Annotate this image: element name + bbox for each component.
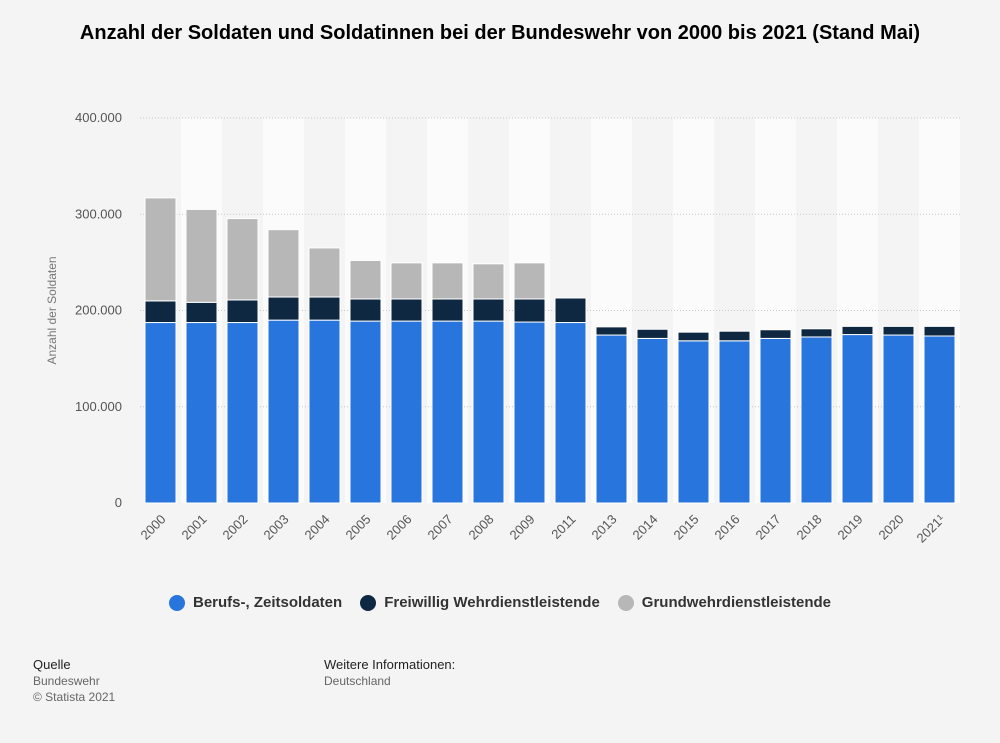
legend-swatch-grundwehrdienstleistende	[617, 594, 634, 611]
y-tick-label: 100.000	[75, 399, 122, 414]
bar-segment	[923, 335, 956, 504]
x-tick-label: 2021¹	[914, 511, 949, 546]
x-tick-label: 2004	[302, 512, 333, 543]
bar-segment	[759, 329, 792, 339]
x-tick-label: 2003	[261, 512, 292, 543]
bar-segment	[226, 218, 259, 301]
copyright[interactable]: © Statista 2021	[33, 690, 116, 704]
bar-segment	[554, 322, 587, 504]
bar-segment	[595, 334, 628, 504]
x-tick-label: 2015	[671, 512, 702, 543]
chart-title: Anzahl der Soldaten und Soldatinnen bei …	[79, 22, 921, 44]
bar-segment	[677, 340, 710, 504]
bar-segment	[923, 325, 956, 337]
x-tick-label: 2018	[794, 512, 825, 543]
legend-label: Freiwillig Wehrdienstleistende	[384, 594, 600, 611]
source-block: Quelle Bundeswehr © Statista 2021	[33, 657, 115, 705]
legend-item-grundwehrdienstleistende[interactable]: Grundwehrdienstleistende	[617, 594, 831, 611]
bar-segment	[472, 320, 505, 504]
bar-segment	[636, 337, 669, 504]
bar-segment	[308, 319, 341, 504]
bar-segment	[349, 320, 382, 504]
bar-segment	[841, 325, 874, 336]
bar-segment	[308, 247, 341, 298]
x-tick-label: 2006	[384, 512, 415, 543]
x-tick-label: 2005	[343, 512, 374, 543]
bar-segment	[308, 296, 341, 321]
bar-segment	[185, 322, 218, 504]
y-tick-label: 400.000	[75, 110, 122, 125]
stacked-bar-chart: 0 100.000 200.000 300.000 400.000 Anzahl der …	[45, 110, 960, 546]
bar-segment	[390, 262, 423, 300]
bar-segment	[226, 299, 259, 324]
bar-segment	[267, 319, 300, 504]
x-tick-label: 2008	[466, 512, 497, 543]
x-tick-label: 2000	[138, 512, 169, 543]
bar-segment	[390, 298, 423, 322]
bar-segment	[554, 297, 587, 324]
legend-item-berufs-zeitsoldaten[interactable]: Berufs-, Zeitsoldaten	[169, 594, 342, 611]
bar-segment	[718, 340, 751, 504]
bar-segment	[431, 262, 464, 300]
bar-segment	[513, 262, 546, 300]
y-tick-label: 200.000	[75, 303, 122, 318]
bar-segment	[759, 337, 792, 504]
bar-segment	[882, 334, 915, 504]
bar-segment	[513, 321, 546, 504]
bar-segment	[800, 328, 833, 338]
info-value: Deutschland	[324, 674, 391, 688]
x-tick-label: 2009	[507, 512, 538, 543]
bar-segment	[513, 298, 546, 323]
legend-label: Grundwehrdienstleistende	[641, 594, 831, 611]
bar-segment	[718, 330, 751, 342]
x-tick-label: 2011	[548, 512, 578, 542]
bar-segment	[431, 320, 464, 504]
x-tick-label: 2013	[589, 512, 620, 543]
x-tick-label: 2014	[630, 512, 661, 543]
bar-segment	[185, 301, 218, 324]
legend-label: Berufs-, Zeitsoldaten	[193, 594, 343, 611]
x-tick-label: 2007	[425, 512, 456, 543]
bar-segment	[267, 296, 300, 321]
info-block: Weitere Informationen: Deutschland	[324, 657, 455, 689]
bar-segment	[349, 259, 382, 300]
bar-segment	[841, 334, 874, 504]
bar-segment	[185, 208, 218, 303]
y-tick-label: 0	[115, 495, 122, 510]
chart-legend: Berufs-, Zeitsoldaten Freiwillig Wehrdie…	[0, 594, 1000, 611]
bar-segment	[349, 298, 382, 322]
source-label: Quelle	[33, 657, 71, 672]
x-tick-label: 2002	[220, 512, 251, 543]
x-tick-label: 2020	[876, 512, 907, 543]
bar-segment	[144, 300, 177, 324]
bar-segment	[226, 322, 259, 504]
legend-swatch-berufs-zeitsoldaten	[169, 594, 185, 611]
y-tick-label: 300.000	[75, 206, 122, 221]
bar-segment	[595, 326, 628, 336]
x-tick-label: 2001	[179, 512, 210, 543]
bar-segment	[636, 328, 669, 339]
bar-segment	[144, 197, 177, 302]
bar-segment	[431, 298, 464, 322]
bar-segment	[144, 322, 177, 504]
x-tick-label: 2016	[712, 512, 743, 543]
x-tick-label: 2019	[835, 512, 866, 543]
info-label[interactable]: Weitere Informationen:	[324, 657, 456, 672]
y-axis-label: Anzahl der Soldaten	[45, 256, 59, 364]
bar-segment	[472, 263, 505, 300]
bar-segment	[882, 325, 915, 336]
legend-item-freiwillig-wehrdienstleistende[interactable]: Freiwillig Wehrdienstleistende	[360, 594, 600, 611]
bar-segment	[390, 320, 423, 504]
bar-segment	[677, 331, 710, 342]
legend-swatch-freiwillig-wehrdienstleistende	[360, 594, 377, 611]
bar-segment	[800, 336, 833, 504]
x-tick-label: 2017	[753, 512, 784, 543]
bar-segment	[472, 298, 505, 322]
source-name[interactable]: Bundeswehr	[33, 674, 100, 688]
bar-segment	[267, 229, 300, 298]
